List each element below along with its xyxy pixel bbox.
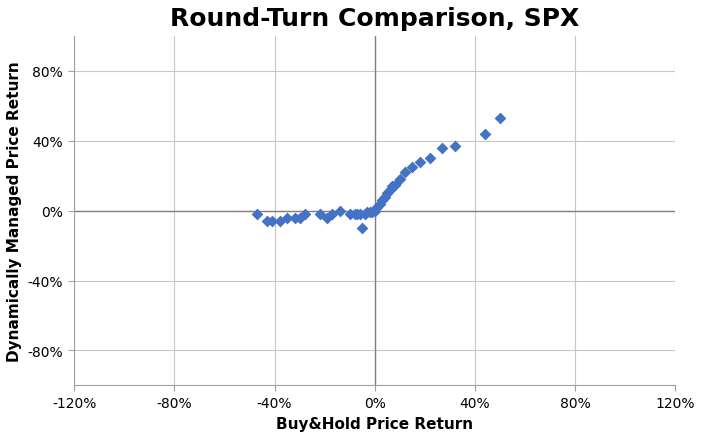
Point bbox=[399, 170, 411, 177]
Point bbox=[437, 145, 448, 152]
Title: Round-Turn Comparison, SPX: Round-Turn Comparison, SPX bbox=[170, 7, 579, 31]
Point bbox=[379, 194, 390, 201]
Point bbox=[389, 182, 400, 189]
X-axis label: Buy&Hold Price Return: Buy&Hold Price Return bbox=[276, 416, 473, 431]
Point bbox=[299, 211, 310, 218]
Point bbox=[374, 201, 385, 208]
Point bbox=[322, 215, 333, 222]
Point bbox=[357, 225, 368, 232]
Point bbox=[384, 187, 395, 194]
Point bbox=[289, 215, 300, 222]
Point bbox=[352, 211, 363, 218]
Point bbox=[362, 209, 373, 216]
Point bbox=[366, 209, 378, 216]
Point bbox=[395, 177, 406, 184]
Point bbox=[267, 218, 278, 225]
Point bbox=[359, 211, 371, 218]
Point bbox=[294, 215, 305, 222]
Point bbox=[251, 211, 263, 218]
Point bbox=[364, 209, 376, 216]
Point bbox=[377, 197, 388, 204]
Point bbox=[424, 155, 435, 162]
Point bbox=[344, 211, 355, 218]
Point bbox=[406, 164, 418, 171]
Point bbox=[261, 218, 272, 225]
Point bbox=[326, 211, 338, 218]
Point bbox=[371, 204, 383, 211]
Point bbox=[282, 215, 293, 222]
Point bbox=[387, 184, 398, 191]
Point bbox=[479, 131, 491, 138]
Point bbox=[414, 159, 425, 166]
Point bbox=[382, 190, 393, 197]
Point bbox=[494, 115, 505, 122]
Point bbox=[334, 208, 345, 215]
Point bbox=[314, 211, 325, 218]
Point bbox=[354, 211, 365, 218]
Point bbox=[449, 143, 461, 150]
Point bbox=[274, 218, 285, 225]
Point bbox=[369, 208, 380, 215]
Y-axis label: Dynamically Managed Price Return: Dynamically Managed Price Return bbox=[7, 61, 22, 361]
Point bbox=[349, 211, 360, 218]
